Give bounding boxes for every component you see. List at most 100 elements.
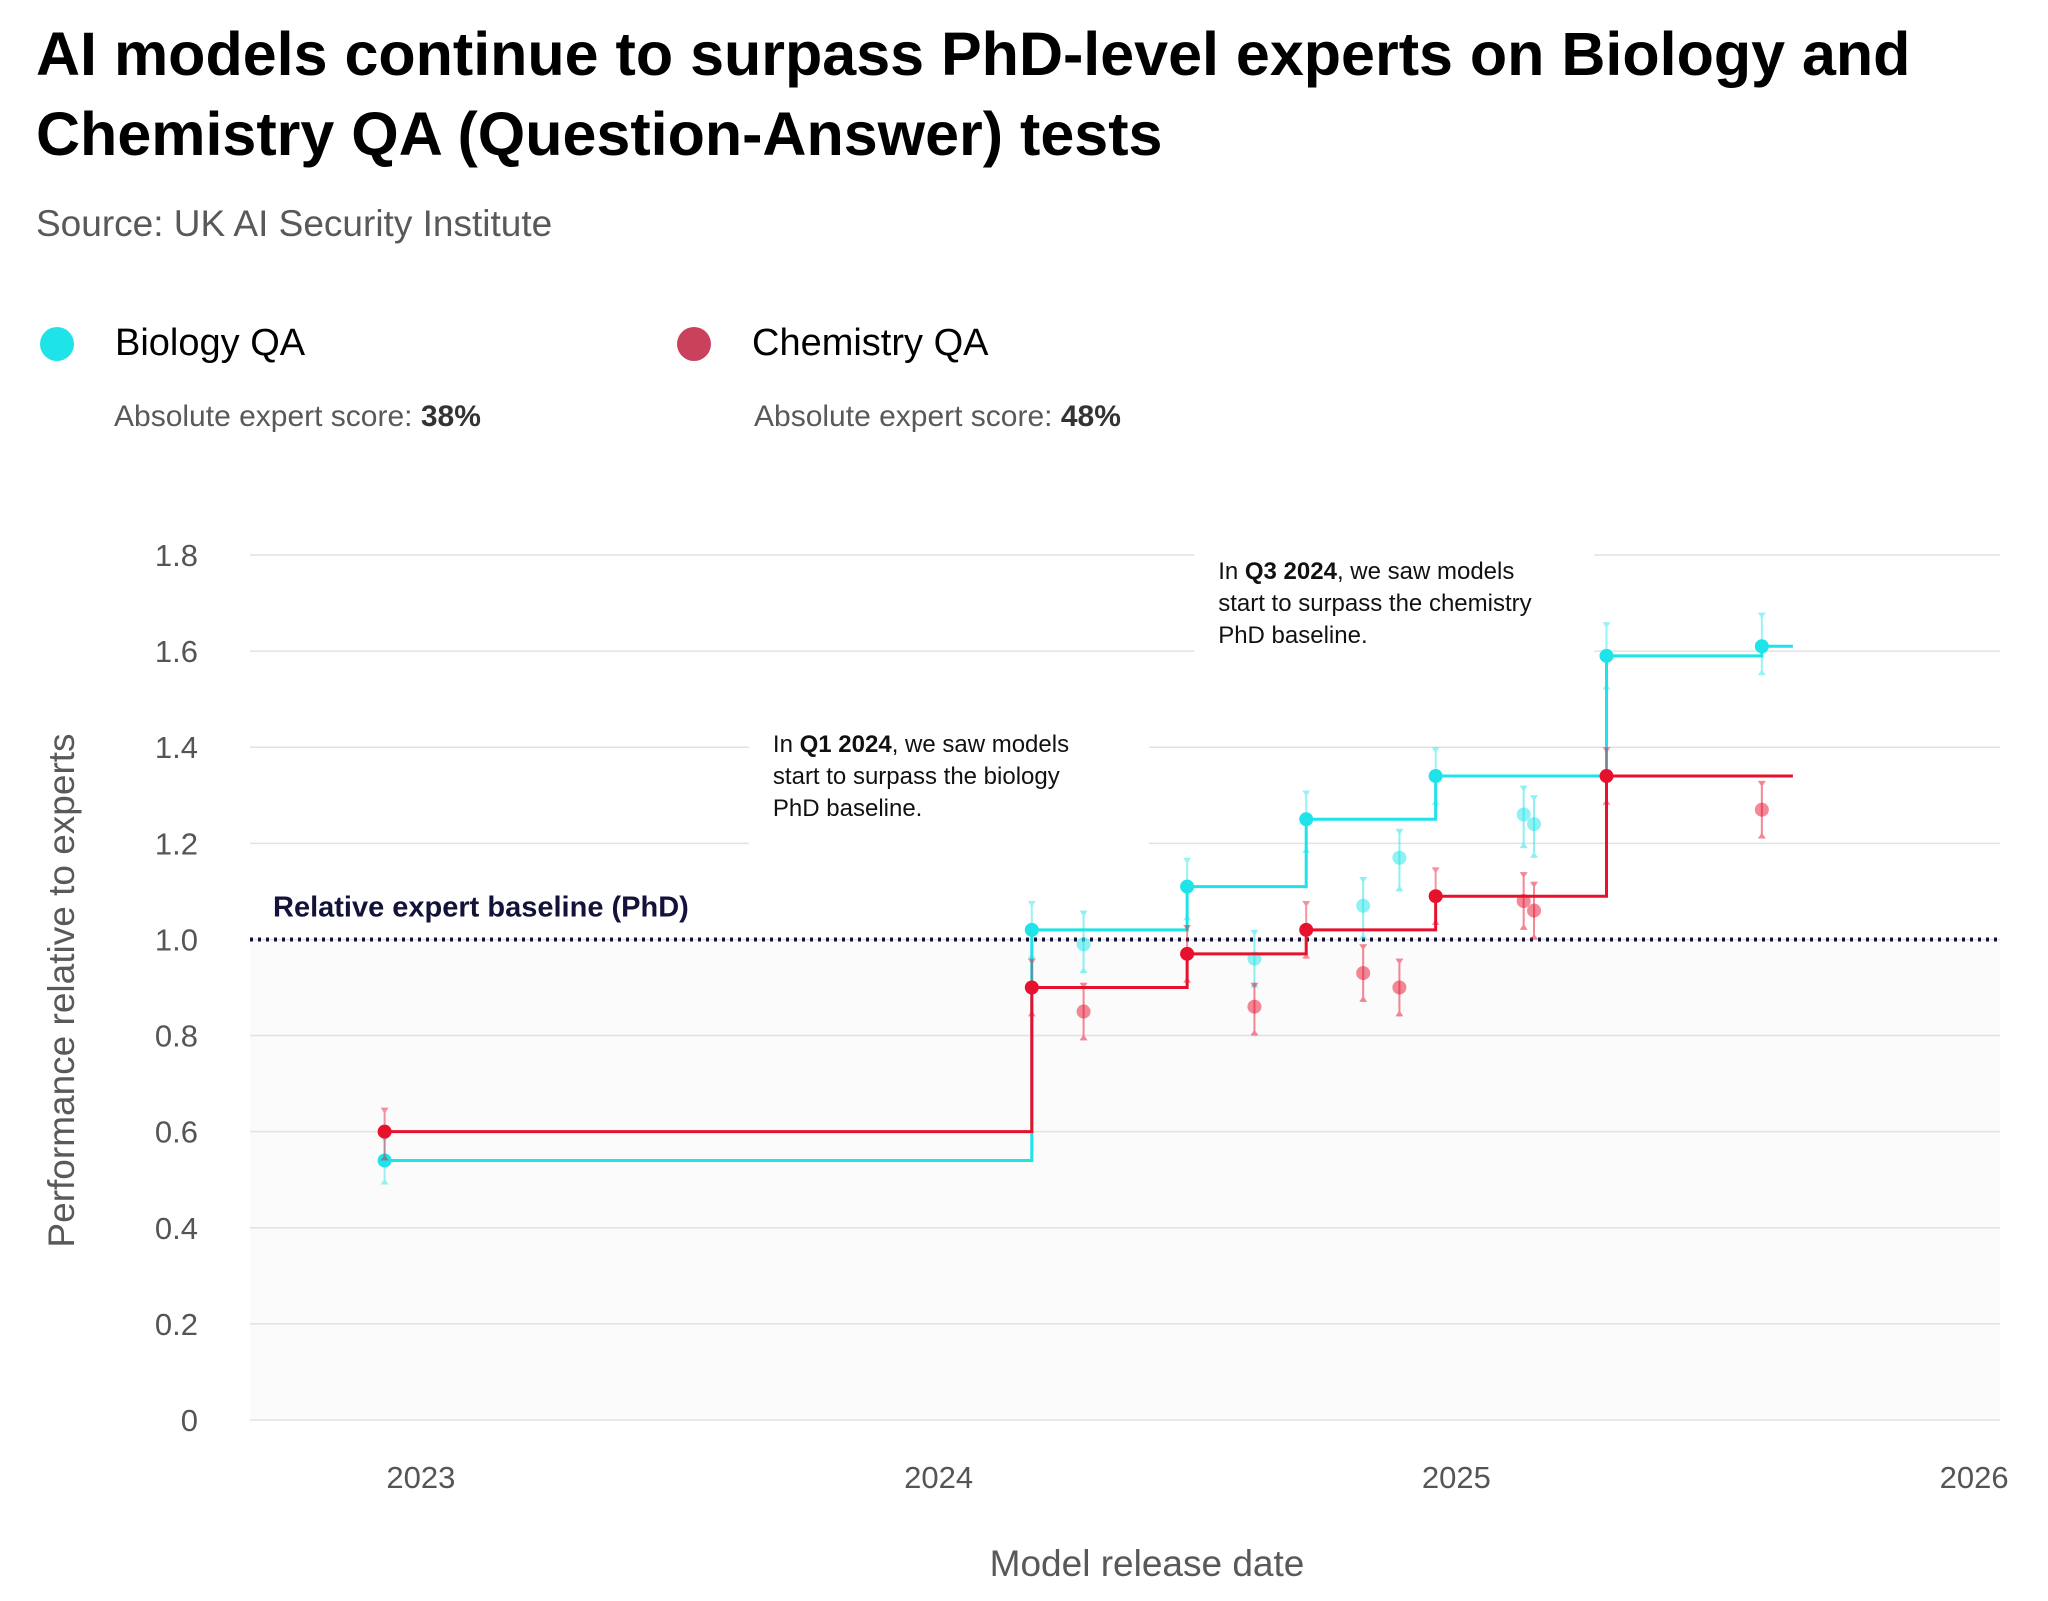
chemistry-other-point (1076, 1004, 1091, 1019)
chemistry-other-point (1754, 802, 1769, 817)
chemistry-other-point (1247, 999, 1262, 1014)
chemistry-frontier-point (377, 1124, 392, 1139)
error-bar-cap-top (1530, 881, 1539, 888)
biology-frontier-point (377, 1153, 392, 1168)
x-tick-label: 2024 (904, 1460, 973, 1495)
phd-baseline-label: Relative expert baseline (PhD) (273, 891, 689, 923)
chemistry-other-point (1527, 903, 1542, 918)
chemistry-frontier-point (1180, 946, 1195, 961)
error-bar-cap-bottom (1431, 798, 1440, 805)
x-axis-label: Model release date (990, 1543, 1305, 1584)
error-bar-cap-bottom (380, 1178, 389, 1185)
error-bar-cap-top (1395, 958, 1404, 965)
error-bar-cap-bottom (1183, 914, 1192, 921)
error-bar-cap-top (1519, 872, 1528, 879)
error-bar-cap-bottom (1519, 923, 1528, 930)
error-bar-cap-bottom (1079, 1034, 1088, 1041)
legend-chemistry[interactable]: Chemistry QA (677, 322, 988, 365)
error-bar-cap-bottom (1359, 995, 1368, 1002)
biology-frontier-point (1599, 648, 1614, 663)
error-bar-cap-bottom (1519, 842, 1528, 849)
error-bar-cap-top (1079, 910, 1088, 917)
error-bar-cap-top (1359, 876, 1368, 883)
y-tick-label: 1.8 (155, 538, 198, 573)
biology-legend-marker (40, 326, 74, 361)
chemistry-expert-score: Absolute expert score: 48% (754, 400, 1121, 434)
chemistry-frontier-point (1024, 980, 1039, 995)
error-bar-cap-bottom (1250, 1029, 1259, 1036)
error-bar-cap-top (1183, 857, 1192, 864)
error-bar-cap-top (1602, 747, 1611, 754)
error-bar-cap-top (1602, 622, 1611, 629)
error-bar-cap-top (1359, 944, 1368, 951)
error-bar-cap-top (1302, 901, 1311, 907)
chemistry-frontier-point (1599, 769, 1614, 784)
annotation-text-2: In Q3 2024, we saw models start to surpas… (1218, 558, 1531, 649)
error-bar-cap-top (1395, 828, 1404, 835)
below-baseline-region (250, 939, 2000, 1420)
error-bar-cap-top (1757, 780, 1766, 787)
error-bar-cap-bottom (1302, 952, 1311, 959)
error-bar-cap-top (380, 1107, 389, 1114)
biology-score-label: Absolute expert score: (114, 400, 413, 433)
y-tick-label: 1.6 (155, 634, 198, 669)
error-bar-cap-top (1250, 929, 1259, 936)
biology-frontier-point (1299, 812, 1314, 827)
legend-biology[interactable]: Biology QA (40, 322, 305, 365)
chemistry-score-label: Absolute expert score: (754, 400, 1053, 433)
error-bar-cap-bottom (1530, 851, 1539, 858)
error-bar-cap-top (1757, 612, 1766, 619)
error-bar-cap-bottom (1027, 952, 1036, 959)
y-tick-label: 0 (181, 1403, 198, 1438)
y-axis-label: Performance relative to experts (41, 733, 82, 1247)
y-tick-label: 0.2 (155, 1307, 198, 1342)
y-tick-label: 1.4 (155, 730, 198, 765)
biology-other-point (1392, 850, 1407, 865)
chemistry-frontier-point (1428, 889, 1443, 904)
chemistry-other-point (1356, 966, 1371, 981)
biology-frontier-step-line (384, 644, 1793, 1162)
biology-other-point (1516, 807, 1531, 822)
error-bar-cap-bottom (1757, 832, 1766, 839)
error-bar-cap-bottom (1530, 933, 1539, 940)
biology-other-point (1527, 817, 1542, 832)
biology-frontier-point (1024, 922, 1039, 937)
error-bar-cap-top (1431, 867, 1440, 874)
biology-score-value: 38% (420, 400, 481, 433)
error-bar-cap-bottom (1359, 933, 1368, 940)
error-bar-cap-top (1431, 747, 1440, 754)
y-tick-label: 1.0 (155, 922, 198, 957)
error-bar-cap-bottom (1183, 976, 1192, 983)
biology-legend-label: Biology QA (115, 322, 306, 364)
chemistry-frontier-step-line (384, 774, 1793, 1134)
error-bar-cap-bottom (380, 1154, 389, 1161)
error-bar-cap-top (1302, 790, 1311, 797)
y-tick-label: 1.2 (155, 826, 198, 861)
chemistry-other-point (1392, 980, 1407, 995)
error-bar-cap-top (1519, 785, 1528, 792)
chart-title: AI models continue to surpass PhD-level … (36, 20, 1911, 168)
error-bar-cap-bottom (1431, 919, 1440, 926)
error-bar-cap-top (1027, 958, 1036, 965)
y-tick-label: 0.4 (155, 1211, 198, 1246)
error-bar-cap-bottom (1602, 683, 1611, 690)
biology-expert-score: Absolute expert score: 38% (114, 400, 481, 434)
error-bar-cap-bottom (1395, 1010, 1404, 1017)
y-tick-label: 0.8 (155, 1019, 198, 1054)
x-tick-label: 2025 (1422, 1460, 1491, 1495)
annotation-text-1: In Q1 2024, we saw models start to surpas… (773, 731, 1069, 822)
error-bar-cap-top (1027, 901, 1036, 907)
chemistry-legend-label: Chemistry QA (752, 322, 989, 364)
x-tick-label: 2026 (1940, 1460, 2009, 1495)
error-bar-cap-bottom (1302, 846, 1311, 853)
biology-frontier-point (1180, 879, 1195, 894)
error-bar-cap-bottom (1395, 885, 1404, 892)
error-bar-cap-top (1530, 795, 1539, 802)
error-bar-cap-top (1250, 982, 1259, 989)
y-tick-label: 0.6 (155, 1115, 198, 1150)
error-bar-cap-top (1183, 925, 1192, 932)
error-bar-cap-top (1079, 982, 1088, 989)
chemistry-legend-marker (677, 326, 711, 361)
chemistry-score-value: 48% (1060, 400, 1121, 433)
biology-frontier-point (1754, 639, 1769, 654)
